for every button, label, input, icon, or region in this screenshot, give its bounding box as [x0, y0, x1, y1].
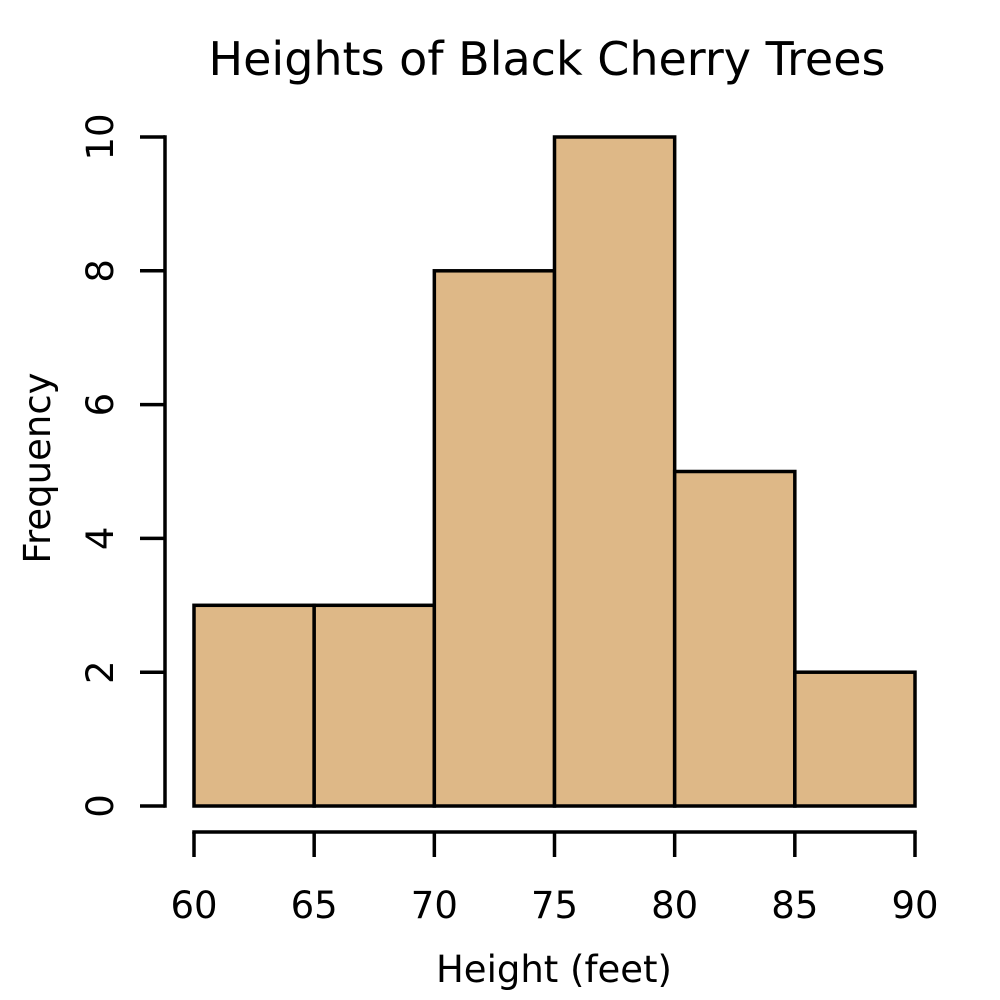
y-tick-label: 0: [79, 794, 122, 818]
x-tick-label: 80: [651, 884, 698, 927]
y-tick-label: 4: [79, 527, 122, 551]
histogram-bar: [192, 603, 316, 808]
y-tick-label: 8: [79, 259, 122, 283]
x-tick-label: 75: [531, 884, 578, 927]
x-tick-label: 60: [170, 884, 217, 927]
histogram-bar: [552, 135, 677, 808]
x-tick-label: 65: [291, 884, 338, 927]
histogram-bar: [672, 469, 797, 808]
bars: [192, 135, 917, 808]
histogram-bar: [793, 670, 917, 808]
histogram-bar: [312, 603, 437, 808]
chart-title: Heights of Black Cherry Trees: [209, 32, 886, 86]
histogram-bar: [432, 269, 557, 808]
y-tick-label: 10: [79, 113, 122, 160]
x-axis-label: Height (feet): [436, 948, 672, 991]
x-tick-label: 85: [771, 884, 818, 927]
y-axis-label: Frequency: [16, 372, 59, 563]
x-tick-label: 70: [411, 884, 458, 927]
y-axis: 0 2 4 6 8 10: [79, 113, 167, 818]
y-tick-label: 6: [79, 393, 122, 417]
x-axis: 60 65 70 75 80 85 90: [170, 830, 939, 927]
y-tick-label: 2: [79, 660, 122, 684]
x-tick-label: 90: [891, 884, 938, 927]
